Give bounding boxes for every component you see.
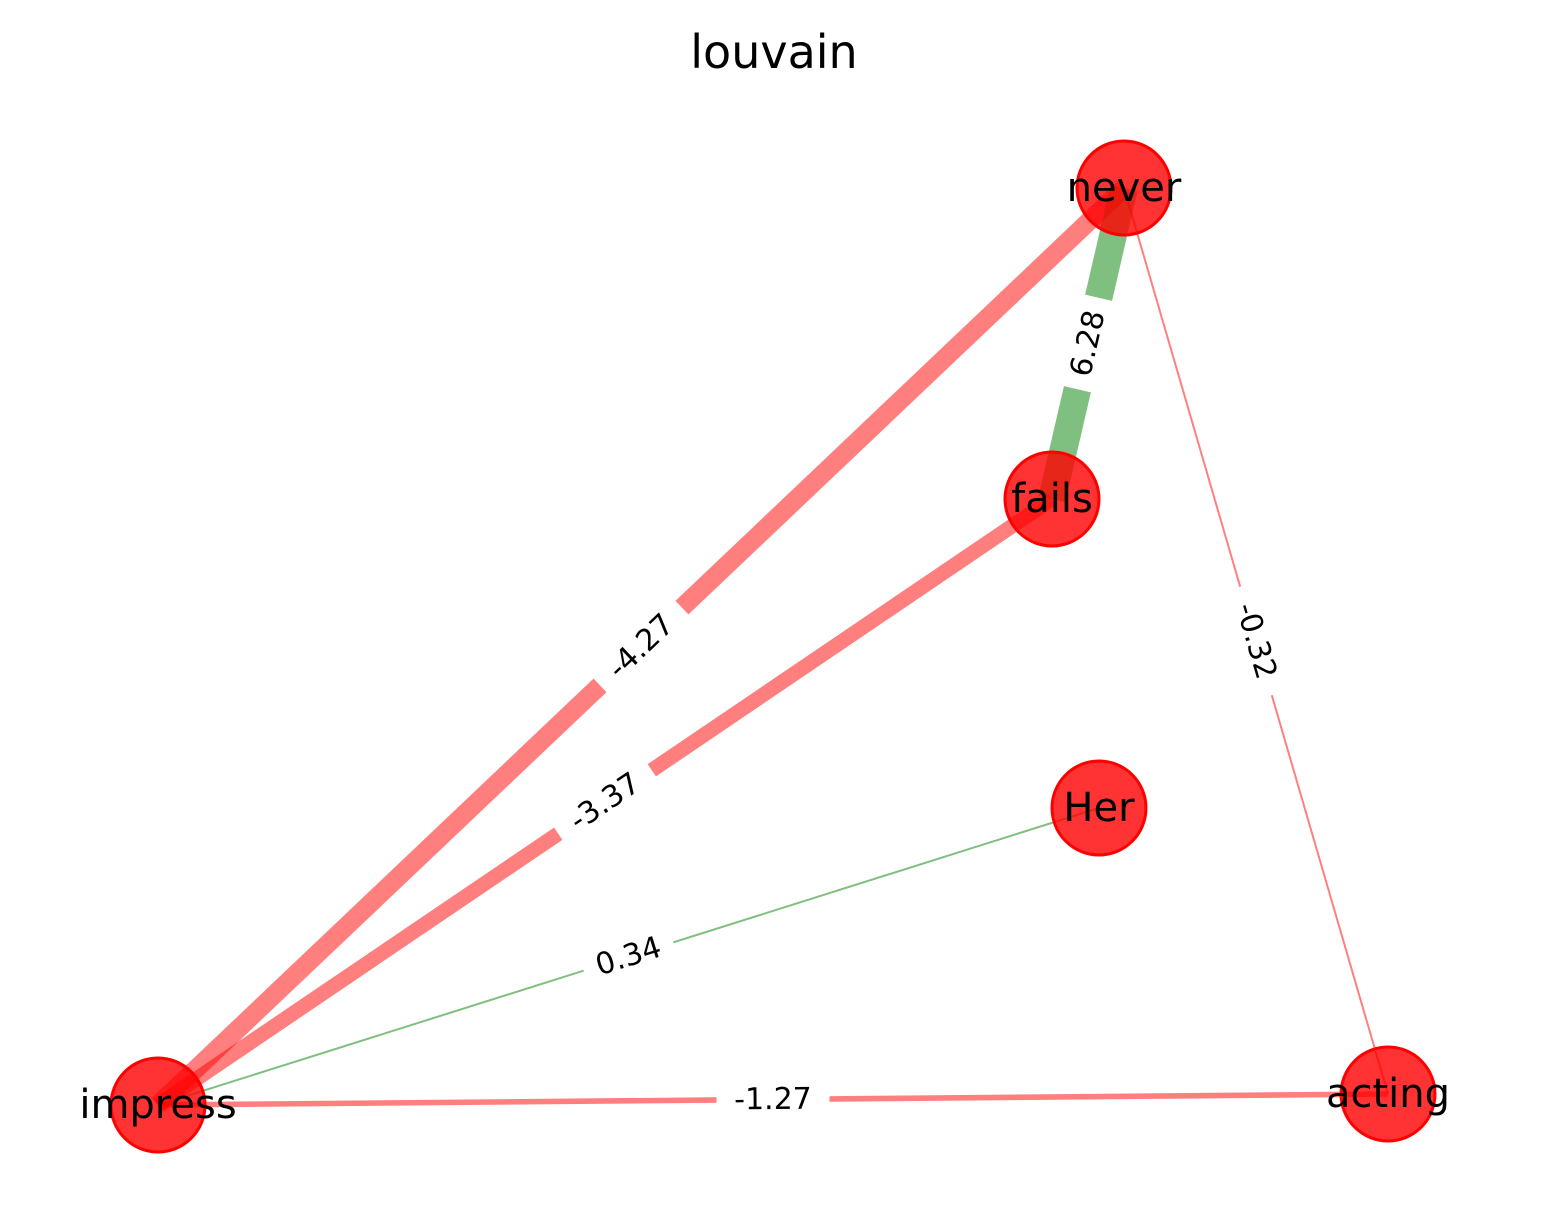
node-label-impress: impress	[79, 1082, 236, 1128]
node-label-fails: fails	[1011, 476, 1093, 522]
node-labels-layer: never fails Her impress acting	[79, 165, 1450, 1128]
edge-label-never-acting: -0.32	[1219, 581, 1293, 701]
edges-layer: -4.27 -3.37 6.28 0.34 -1.27 -0.32	[151, 181, 1389, 1124]
edge-label-background	[586, 593, 696, 700]
edge-label-background	[1219, 581, 1293, 701]
edge-label-impress-never: -4.27	[586, 593, 696, 700]
edge-weight-label: -1.27	[734, 1082, 812, 1118]
edge-label-impress-Her: 0.34	[578, 921, 679, 992]
edge-label-background	[578, 921, 679, 992]
node-never	[1075, 139, 1173, 237]
node-label-acting: acting	[1326, 1071, 1450, 1117]
edge-label-background	[716, 1075, 830, 1124]
edge-label-background	[1055, 293, 1121, 394]
node-acting	[1339, 1045, 1437, 1143]
edge-label-impress-fails: -3.37	[547, 753, 663, 851]
node-label-Her: Her	[1063, 785, 1135, 831]
edge-label-background	[547, 753, 663, 851]
node-fails	[1003, 450, 1101, 548]
node-Her	[1050, 759, 1148, 857]
graph-title: louvain	[690, 25, 857, 79]
node-label-never: never	[1067, 165, 1182, 211]
nodes-layer	[109, 139, 1437, 1154]
edge-label-fails-never: 6.28	[1055, 293, 1121, 394]
node-impress	[109, 1056, 207, 1154]
edge-label-impress-acting: -1.27	[716, 1075, 830, 1124]
